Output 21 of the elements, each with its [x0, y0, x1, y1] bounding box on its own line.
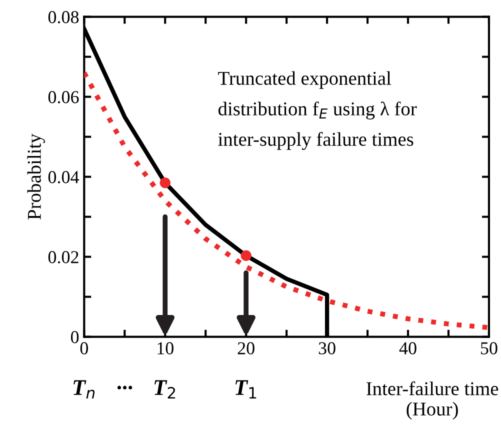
y-tick-label: 0.06	[48, 91, 79, 104]
y-tick-label: 0.02	[48, 251, 78, 264]
x-tick-label: 20	[238, 342, 254, 354]
x-tick-label: 30	[318, 342, 336, 354]
text: ···	[117, 386, 132, 390]
text: T$_{1}$	[235, 380, 256, 398]
annotation: Truncated exponential	[218, 71, 392, 89]
text: T$_{2}$	[154, 380, 176, 398]
y-axis-title: Probability	[27, 134, 45, 220]
text: T$_{n}$	[74, 380, 95, 398]
x-axis-title: Inter-failure time (Hour)	[366, 381, 498, 420]
y-tick-label: 0.04	[48, 171, 80, 184]
x-tick-label: 40	[399, 342, 416, 354]
y-tick-label: 0	[70, 331, 79, 344]
annotation: inter-supply failure times	[218, 132, 414, 150]
y-tick-label: 0.08	[48, 11, 79, 24]
line-series	[84, 70, 489, 330]
annotation: distribution f$_{E}$ using λ for	[218, 102, 417, 120]
x-tick-label: 0	[80, 342, 88, 354]
x-tick-label: 10	[158, 342, 174, 354]
x-tick-label: 50	[481, 342, 498, 354]
